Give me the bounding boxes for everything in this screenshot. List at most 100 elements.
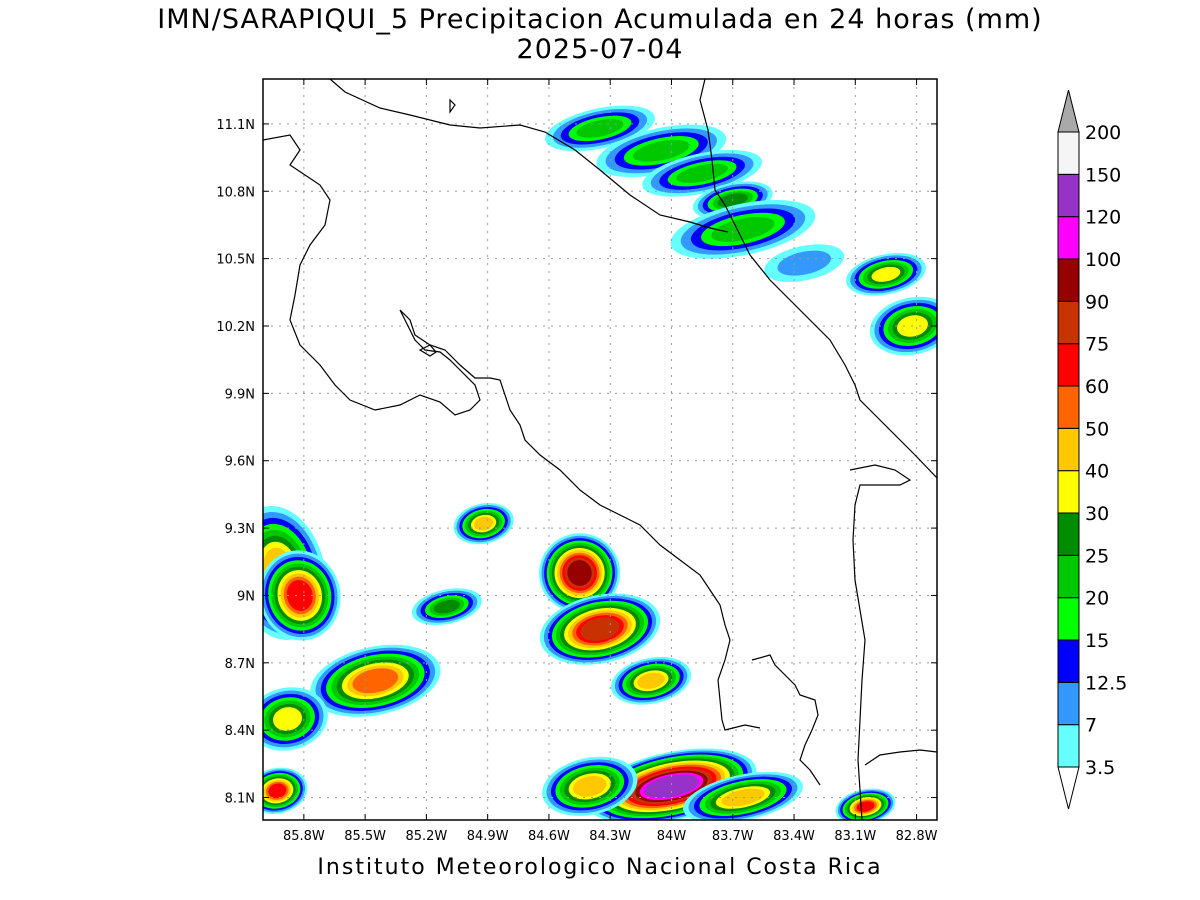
lat-tick-label: 10.5N bbox=[216, 253, 255, 268]
colorbar-label: 15 bbox=[1085, 630, 1109, 652]
colorbar-label: 7 bbox=[1085, 715, 1097, 737]
graticule bbox=[263, 79, 937, 820]
nicoya-island bbox=[418, 344, 437, 357]
precip-cell-pacific-cell-6 bbox=[453, 503, 514, 545]
lon-tick-label: 83.1W bbox=[834, 829, 876, 844]
precip-contour bbox=[777, 250, 832, 276]
lon-tick-label: 84.3W bbox=[589, 829, 631, 844]
colorbar-label: 12.5 bbox=[1085, 672, 1127, 694]
precip-contour bbox=[268, 783, 287, 799]
lat-tick-label: 9.3N bbox=[225, 522, 255, 537]
colorbar-under-triangle bbox=[1057, 766, 1080, 810]
lon-tick-label: 84.6W bbox=[528, 829, 570, 844]
lat-tick-label: 8.1N bbox=[225, 792, 255, 807]
precip-contour bbox=[573, 775, 607, 797]
precip-contour bbox=[633, 139, 690, 162]
precip-cell-pacific-cell-7 bbox=[411, 588, 482, 626]
precip-contour bbox=[352, 668, 399, 694]
lat-tick-label: 10.8N bbox=[216, 185, 255, 200]
colorbar-swatch bbox=[1057, 639, 1080, 683]
colorbar-label: 150 bbox=[1085, 164, 1121, 186]
precip-cell-pacific-cell-10 bbox=[611, 656, 692, 705]
precip-contour bbox=[576, 119, 624, 138]
precip-cell-pacific-cell-3 bbox=[310, 644, 441, 717]
precip-cell-pacific-cell-12 bbox=[542, 756, 638, 816]
colorbar-label: 120 bbox=[1085, 207, 1121, 229]
colorbar-label: 200 bbox=[1085, 122, 1121, 144]
precip-cell-pacific-cell-8 bbox=[538, 533, 621, 613]
lon-tick-label: 85.5W bbox=[344, 829, 386, 844]
plot-frame bbox=[262, 78, 938, 821]
lat-tick-label: 10.2N bbox=[216, 320, 255, 335]
lon-tick-label: 83.7W bbox=[712, 829, 754, 844]
colorbar-label: 50 bbox=[1085, 418, 1109, 440]
burica-coast bbox=[864, 749, 937, 766]
lat-tick-label: 9.9N bbox=[225, 387, 255, 402]
colorbar-swatch bbox=[1057, 681, 1080, 726]
precip-cell-caribbean-band-6 bbox=[845, 253, 926, 296]
precip-cell-pacific-cell-4 bbox=[263, 687, 328, 751]
precip-contour bbox=[473, 516, 494, 531]
colorbar-label: 100 bbox=[1085, 249, 1121, 271]
precip-contour bbox=[637, 672, 665, 689]
precip-contour bbox=[644, 774, 699, 799]
colorbar-swatch bbox=[1057, 470, 1080, 514]
precip-contour bbox=[721, 788, 765, 807]
colorbar-swatch bbox=[1057, 300, 1080, 345]
lon-tick-label: 85.2W bbox=[405, 829, 447, 844]
precip-contour bbox=[567, 560, 592, 586]
nicaragua-costa-rica-border bbox=[329, 79, 729, 233]
precip-contour bbox=[272, 707, 303, 731]
coastline-borders bbox=[263, 79, 937, 820]
colorbar-swatch bbox=[1057, 173, 1080, 218]
colorbar-swatch bbox=[1057, 554, 1080, 599]
lake-nicaragua-shore bbox=[449, 98, 456, 114]
lon-tick-label: 83.4W bbox=[773, 829, 815, 844]
precip-contour bbox=[286, 579, 313, 611]
precip-cell-caribbean-band-8 bbox=[764, 244, 845, 282]
colorbar-swatch bbox=[1057, 216, 1080, 260]
lat-tick-label: 9.6N bbox=[225, 455, 255, 470]
lon-tick-label: 85.8W bbox=[283, 829, 325, 844]
colorbar-swatch bbox=[1057, 512, 1080, 556]
map-date: 2025-07-04 bbox=[516, 34, 684, 65]
lat-tick-label: 11.1N bbox=[216, 118, 255, 133]
lat-tick-label: 8.7N bbox=[225, 657, 255, 672]
colorbar-label: 25 bbox=[1085, 545, 1109, 567]
panama-border bbox=[849, 464, 912, 820]
precip-cell-caribbean-band-5 bbox=[670, 200, 816, 259]
colorbar-swatch bbox=[1057, 427, 1080, 472]
lon-tick-label: 84.9W bbox=[467, 829, 509, 844]
caribbean-coast bbox=[699, 79, 937, 479]
colorbar-label: 90 bbox=[1085, 291, 1109, 313]
colorbar-swatch bbox=[1057, 385, 1080, 429]
precip-cell-pacific-cell-2 bbox=[263, 550, 341, 641]
colorbar: 3.5 7 12.5 15 20 25 30 40 50 60 75 90 100 120 150 200 bbox=[1057, 89, 1127, 810]
precip-cell-pacific-cell-9 bbox=[539, 593, 661, 665]
institution-credit: Instituto Meteorologico Nacional Costa R… bbox=[317, 855, 883, 880]
colorbar-swatch bbox=[1057, 258, 1080, 302]
lon-tick-label: 82.8W bbox=[896, 829, 938, 844]
precip-contour bbox=[433, 599, 460, 614]
colorbar-swatch bbox=[1057, 343, 1080, 387]
colorbar-over-triangle bbox=[1057, 89, 1080, 133]
axis-ticks: 11.1N 10.8N 10.5N 10.2N 9.9N 9.6N 9.3N 9N 8.7N 8.… bbox=[216, 79, 938, 844]
precip-contour bbox=[711, 216, 775, 242]
precip-contour bbox=[676, 163, 729, 183]
pacific-coast-nicoya bbox=[263, 134, 761, 731]
colorbar-swatch bbox=[1057, 597, 1080, 641]
colorbar-label: 40 bbox=[1085, 461, 1109, 483]
colorbar-label: 20 bbox=[1085, 588, 1109, 610]
osa-peninsula bbox=[751, 654, 821, 786]
map-title: IMN/SARAPIQUI_5 Precipitacion Acumulada … bbox=[157, 4, 1043, 35]
lon-tick-label: 84W bbox=[657, 829, 687, 844]
precip-contour bbox=[871, 266, 901, 282]
colorbar-label: 75 bbox=[1085, 334, 1109, 356]
colorbar-label: 60 bbox=[1085, 376, 1109, 398]
colorbar-swatch bbox=[1057, 131, 1080, 175]
colorbar-swatch bbox=[1057, 724, 1080, 768]
precip-cell-caribbean-band-1 bbox=[545, 105, 655, 152]
lat-tick-label: 9N bbox=[237, 589, 255, 604]
precip-cell-pacific-cell-13 bbox=[683, 771, 803, 820]
